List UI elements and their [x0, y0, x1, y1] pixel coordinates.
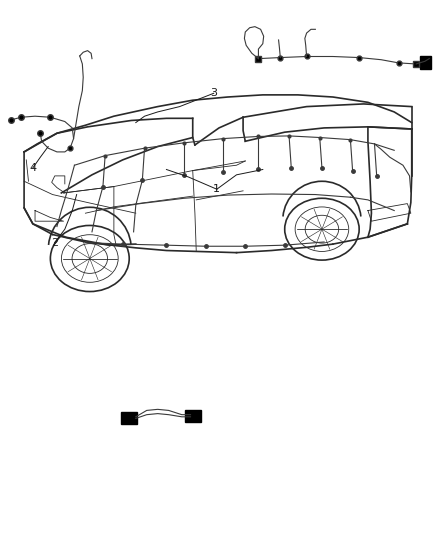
Bar	[420, 56, 431, 69]
Text: 1: 1	[213, 184, 220, 194]
Text: 3: 3	[210, 88, 217, 98]
Bar	[121, 413, 137, 424]
Text: 2: 2	[51, 238, 58, 247]
Bar	[185, 410, 201, 422]
Text: 4: 4	[29, 163, 36, 173]
